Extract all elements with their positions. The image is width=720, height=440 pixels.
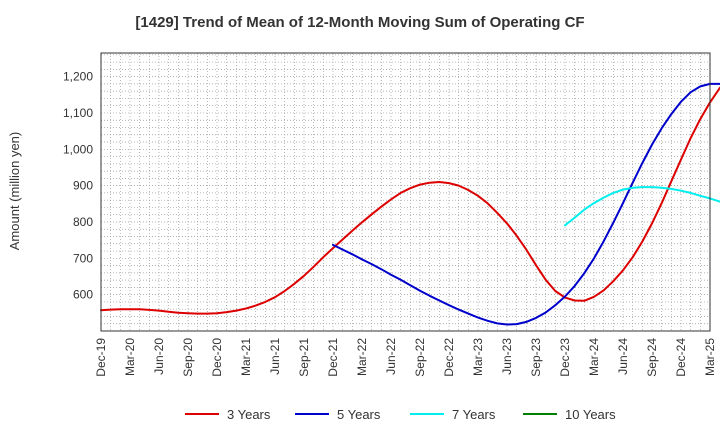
legend-label: 5 Years (337, 406, 381, 422)
series-line-5-years (332, 82, 720, 326)
y-tick-label: 600 (73, 288, 93, 302)
plot-frame (100, 52, 711, 332)
x-tick-label: Dec-19 (94, 338, 108, 377)
y-tick-label: 800 (73, 215, 93, 229)
legend-swatch (185, 413, 219, 415)
legend-swatch (523, 413, 557, 415)
x-tick-label: Jun-21 (268, 338, 282, 375)
x-tick-label: Dec-20 (210, 338, 224, 377)
x-tick-label: Mar-20 (123, 338, 137, 376)
x-axis: Dec-19 Mar-20 Jun-20 Sep-20 Dec-20 Mar-21 Jun-… (94, 338, 717, 377)
y-tick-label: 1,100 (63, 106, 93, 120)
series-line-3-years (100, 86, 720, 315)
x-tick-label: Jun-20 (152, 338, 166, 375)
y-tick-label: 700 (73, 251, 93, 265)
x-tick-label: Mar-21 (239, 338, 253, 376)
x-tick-label: Sep-23 (529, 338, 543, 377)
x-tick-label: Jun-23 (500, 338, 514, 375)
y-tick-label: 1,000 (63, 142, 93, 156)
x-tick-label: Mar-22 (355, 338, 369, 376)
legend-item-3-years[interactable]: 3 Years (185, 404, 270, 424)
legend-item-5-years[interactable]: 5 Years (295, 404, 380, 424)
series-layer (100, 82, 720, 326)
grid-layer (100, 53, 711, 331)
chart-title: [1429] Trend of Mean of 12-Month Moving … (135, 14, 585, 31)
x-tick-label: Jun-24 (616, 338, 630, 375)
legend-item-7-years[interactable]: 7 Years (410, 404, 495, 424)
legend-label: 10 Years (565, 406, 616, 422)
series-line-7-years (564, 186, 720, 227)
x-tick-label: Mar-24 (587, 338, 601, 376)
legend-label: 7 Years (452, 406, 496, 422)
x-tick-label: Sep-21 (297, 338, 311, 377)
legend-label: 3 Years (227, 406, 271, 422)
x-tick-label: Sep-22 (413, 338, 427, 377)
y-tick-label: 900 (73, 179, 93, 193)
legend-swatch (295, 413, 329, 415)
legend-item-10-years[interactable]: 10 Years (523, 404, 616, 424)
x-tick-label: Dec-22 (442, 338, 456, 377)
x-tick-label: Dec-24 (674, 338, 688, 377)
x-tick-label: Sep-24 (645, 338, 659, 377)
x-tick-label: Mar-25 (703, 338, 717, 376)
x-tick-label: Mar-23 (471, 338, 485, 376)
y-axis: 600 700 800 900 1,000 1,100 1,200 (63, 70, 93, 302)
legend-swatch (410, 413, 444, 415)
x-tick-label: Sep-20 (181, 338, 195, 377)
x-tick-label: Dec-23 (558, 338, 572, 377)
y-axis-title: Amount (million yen) (7, 132, 22, 251)
x-tick-label: Dec-21 (326, 338, 340, 377)
y-tick-label: 1,200 (63, 70, 93, 84)
legend: 3 Years 5 Years 7 Years 10 Years (0, 404, 720, 424)
x-tick-label: Jun-22 (384, 338, 398, 375)
